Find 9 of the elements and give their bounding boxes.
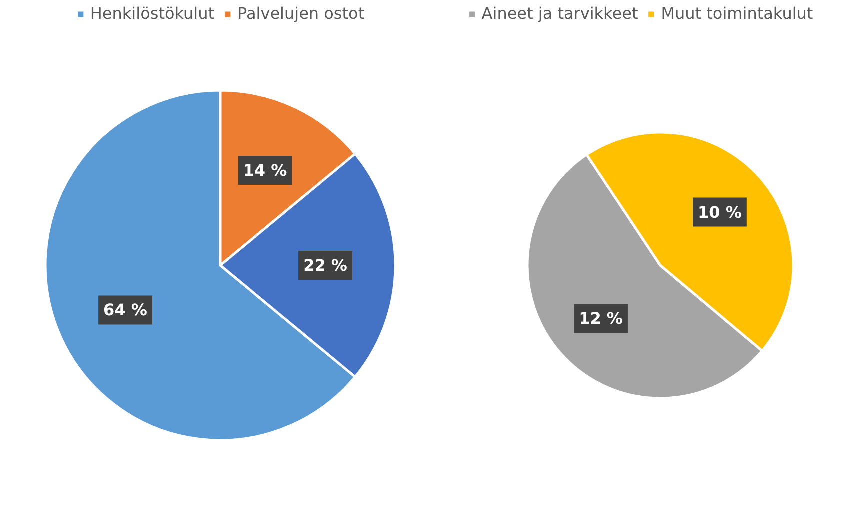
data-label: 64 % xyxy=(104,300,148,320)
legend-label: Aineet ja tarvikkeet xyxy=(482,4,638,23)
legend-label: Palvelujen ostot xyxy=(238,4,365,23)
data-label: 12 % xyxy=(579,309,623,328)
data-label: 14 % xyxy=(243,160,288,180)
legend-label: Muut toimintakulut xyxy=(661,4,814,23)
data-label: 10 % xyxy=(698,202,742,222)
legend-label: Henkilöstökulut xyxy=(90,4,215,23)
data-label: 22 % xyxy=(304,256,348,275)
